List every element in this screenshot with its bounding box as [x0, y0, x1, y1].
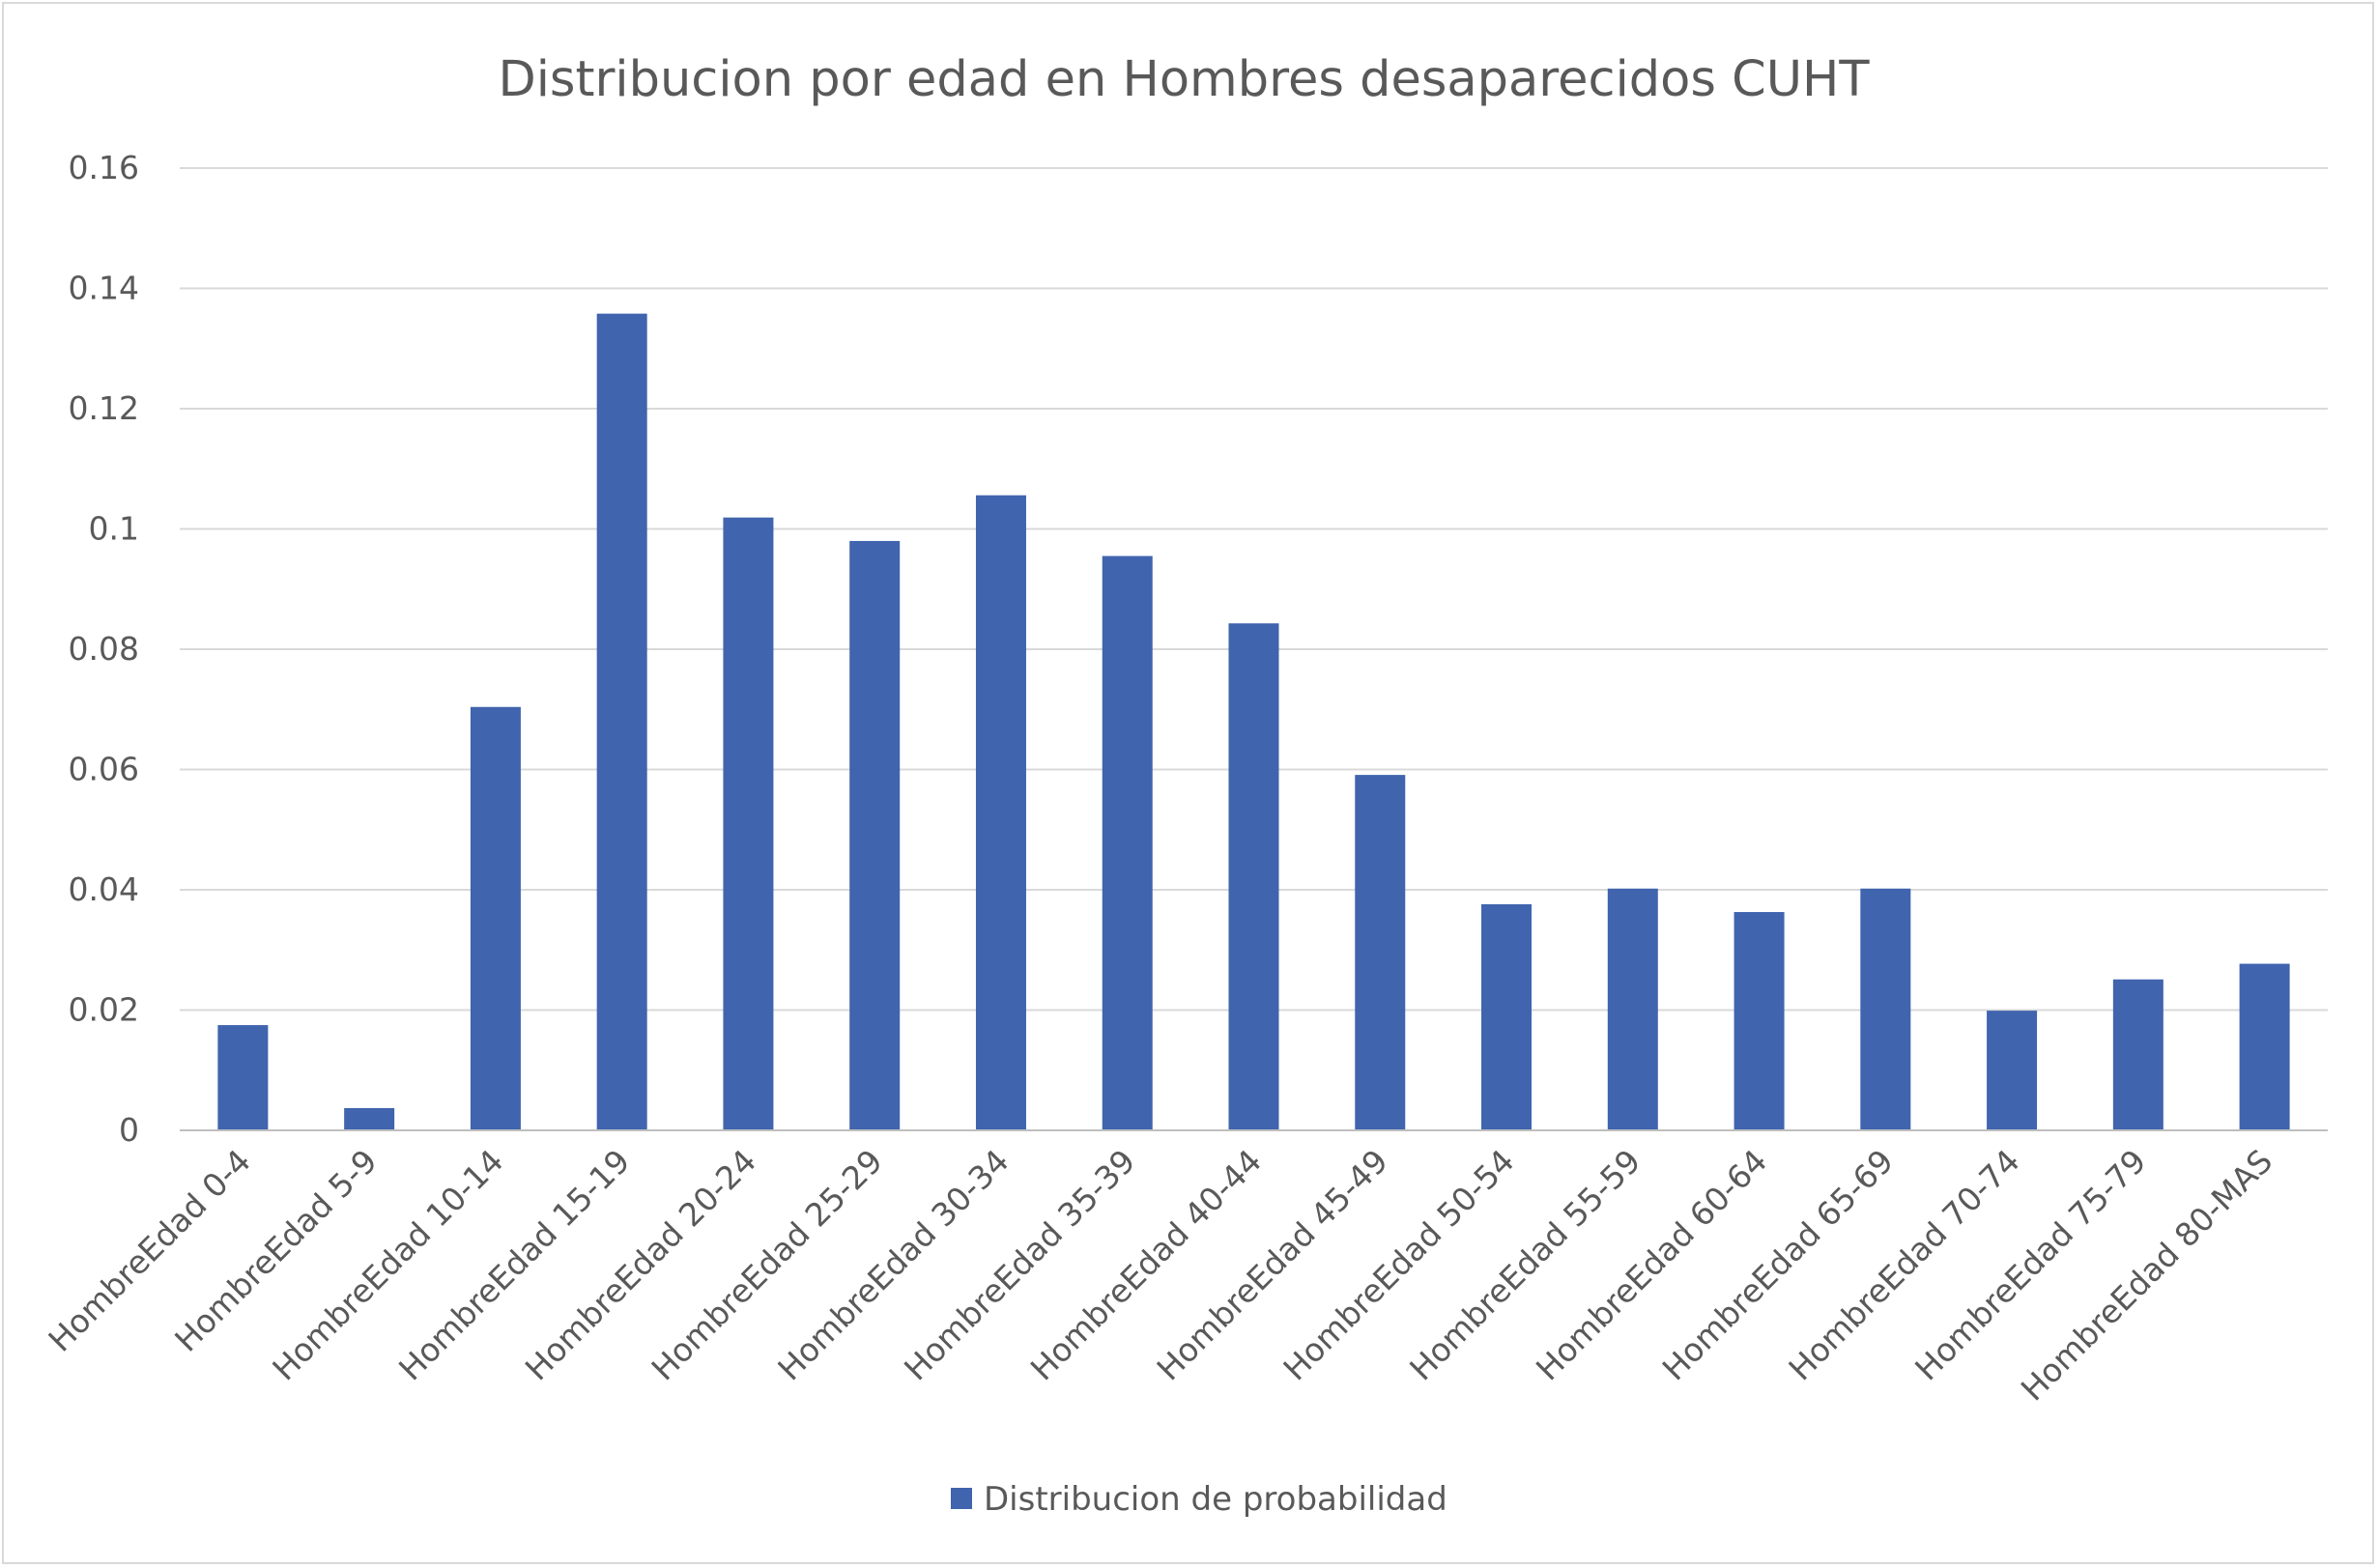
bar	[470, 706, 521, 1130]
bar	[596, 313, 647, 1130]
y-tick-label: 0	[119, 1111, 139, 1149]
bar	[2112, 979, 2163, 1130]
bar-chart: Distribucion por edad en Hombres desapar…	[41, 51, 2328, 1519]
bar	[217, 1025, 269, 1130]
x-tick-label: HombreEdad 20-24	[518, 1142, 763, 1387]
x-tick-label: HombreEdad 25-29	[645, 1142, 890, 1387]
x-tick-label: HombreEdad 55-59	[1402, 1142, 1647, 1387]
bar	[1481, 903, 1533, 1130]
legend-label: Distribucion de probabilidad	[984, 1480, 1447, 1519]
y-tick-label: 0.12	[69, 389, 139, 427]
bar	[975, 495, 1026, 1130]
bar	[1733, 912, 1785, 1130]
y-tick-label: 0.1	[89, 510, 139, 548]
x-tick-label: HombreEdad 35-39	[897, 1142, 1142, 1387]
x-tick-label: HombreEdad 30-34	[770, 1142, 1016, 1387]
bar	[1102, 556, 1153, 1130]
y-tick-label: 0.16	[69, 149, 139, 186]
x-tick-label: HombreEdad 10-14	[265, 1142, 510, 1387]
bar	[1987, 1011, 2038, 1130]
x-tick-label: HombreEdad 70-74	[1781, 1142, 2026, 1387]
bar	[1355, 775, 1406, 1130]
x-tick-label: HombreEdad 45-49	[1150, 1142, 1395, 1387]
bar	[2239, 963, 2290, 1130]
y-tick-label: 0.02	[69, 991, 139, 1029]
bar	[723, 517, 774, 1130]
chart-title: Distribucion por edad en Hombres desapar…	[498, 51, 1870, 108]
y-tick-label: 0.06	[69, 751, 139, 788]
bar	[1228, 623, 1279, 1130]
x-tick-label: HombreEdad 50-54	[1275, 1142, 1521, 1387]
y-tick-label: 0.08	[69, 630, 139, 668]
x-tick-label: HombreEdad 80-MAS	[2014, 1142, 2279, 1408]
y-axis-tick-labels: 0 0.02 0.04 0.06 0.08 0.1 0.12 0.14 0.16	[69, 149, 139, 1149]
legend: Distribucion de probabilidad	[951, 1480, 1447, 1519]
bar	[1607, 888, 1658, 1130]
x-tick-label: HombreEdad 40-44	[1023, 1142, 1269, 1387]
x-tick-label: HombreEdad 75-79	[1907, 1142, 2153, 1387]
y-tick-label: 0.04	[69, 870, 139, 908]
bar	[849, 540, 901, 1130]
x-tick-label: HombreEdad 65-69	[1655, 1142, 1901, 1387]
legend-swatch	[951, 1488, 972, 1509]
bar	[1860, 888, 1911, 1130]
bar	[344, 1107, 395, 1130]
x-tick-label: HombreEdad 15-19	[391, 1142, 637, 1387]
bars	[217, 313, 2290, 1130]
y-tick-label: 0.14	[69, 270, 139, 307]
x-tick-label: HombreEdad 60-64	[1529, 1142, 1774, 1387]
